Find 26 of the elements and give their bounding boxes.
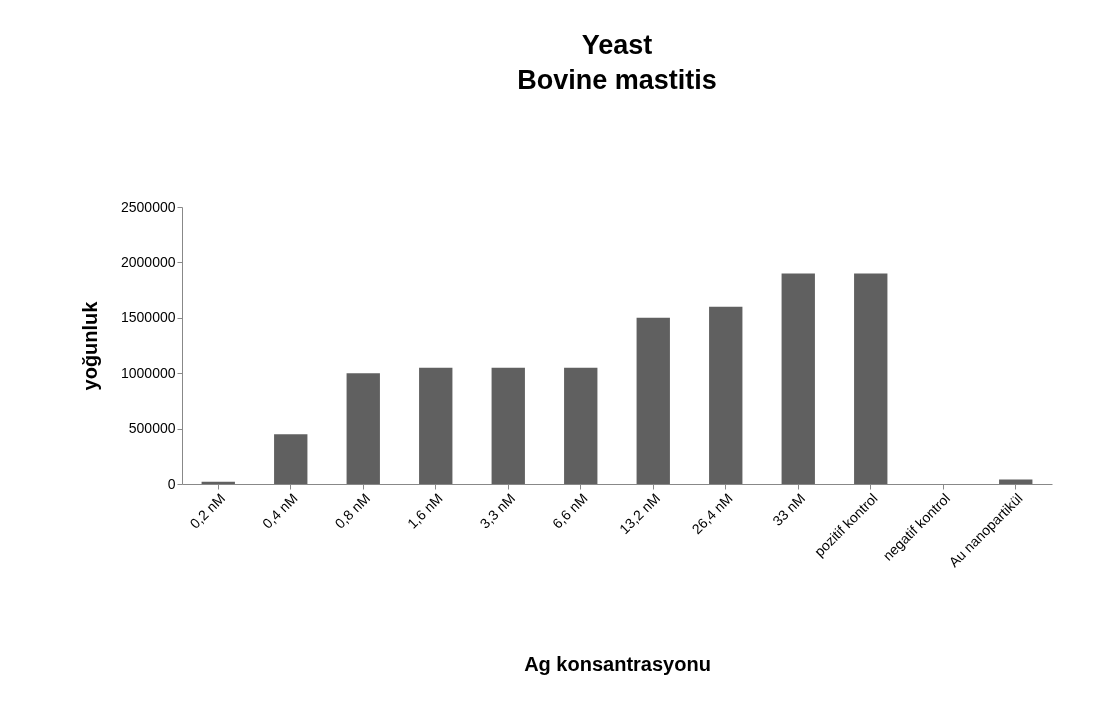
y-tick-label: 2000000 — [120, 253, 176, 270]
bar — [636, 317, 670, 484]
chart-subtitle: Bovine mastitis — [517, 65, 717, 95]
bar — [564, 367, 598, 484]
y-axis-title: yoğunluk — [79, 300, 101, 391]
y-tick-label: 500000 — [128, 420, 176, 437]
chart-title: Yeast — [581, 30, 653, 60]
bar — [491, 367, 525, 484]
y-tick-label: 2500000 — [120, 198, 176, 215]
x-tick-label: 0,2 nM — [186, 490, 229, 532]
y-tick-label: 1500000 — [120, 309, 176, 326]
y-tick-label: 0 — [167, 475, 176, 492]
bar — [709, 306, 743, 484]
bar — [781, 273, 815, 484]
bar — [274, 434, 308, 484]
x-tick-label: 6,6 nM — [549, 490, 591, 532]
x-tick-label: 0,4 nM — [259, 490, 301, 532]
x-tick-label: 1,6 nM — [404, 490, 446, 532]
x-axis-title: Ag konsantrasyonu — [524, 653, 711, 676]
bar — [346, 373, 380, 484]
x-tick-label: 0,8 nM — [331, 490, 374, 532]
x-tick-label: 3,3 nM — [476, 490, 519, 532]
x-tick-label: 33 nM — [769, 490, 809, 529]
bar — [419, 367, 453, 484]
y-tick-label: 1000000 — [120, 364, 176, 381]
bar — [854, 273, 888, 484]
